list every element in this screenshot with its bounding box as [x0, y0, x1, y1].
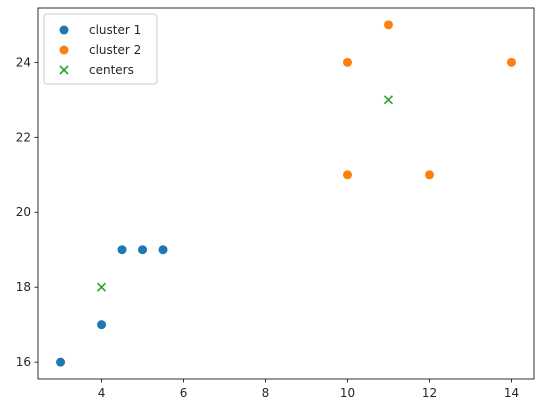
x-tick-label: 10: [340, 386, 355, 400]
data-point: [342, 57, 352, 67]
legend-marker: [59, 65, 69, 75]
legend-label: centers: [89, 63, 134, 77]
y-tick-label: 20: [16, 205, 31, 219]
x-axis: 4 6 8 10 12 14: [98, 379, 519, 400]
data-point: [158, 245, 168, 255]
legend-marker: [59, 45, 69, 55]
y-tick-label: 24: [16, 55, 31, 69]
legend-label: cluster 2: [89, 43, 141, 57]
legend-label: cluster 1: [89, 23, 141, 37]
data-point: [383, 95, 394, 105]
data-point: [97, 320, 107, 330]
x-tick-label: 12: [422, 386, 437, 400]
y-tick-label: 18: [16, 280, 31, 294]
x-tick-label: 8: [262, 386, 270, 400]
x-tick-label: 6: [180, 386, 188, 400]
data-point: [342, 170, 352, 180]
y-axis: 16 18 20 22 24: [16, 55, 38, 369]
data-point: [96, 282, 107, 292]
data-point: [138, 245, 148, 255]
y-tick-label: 16: [16, 355, 31, 369]
legend: cluster 1 cluster 2 centers: [43, 13, 158, 85]
data-point: [117, 245, 127, 255]
plot-frame: [37, 7, 535, 380]
data-point: [506, 57, 516, 67]
data-point: [383, 20, 393, 30]
data-point: [424, 170, 434, 180]
data-point: [56, 357, 66, 367]
x-tick-label: 14: [504, 386, 519, 400]
legend-marker: [59, 25, 69, 35]
legend-box: [43, 13, 158, 85]
data-marks: [56, 20, 516, 367]
y-tick-label: 22: [16, 130, 31, 144]
x-tick-label: 4: [98, 386, 106, 400]
